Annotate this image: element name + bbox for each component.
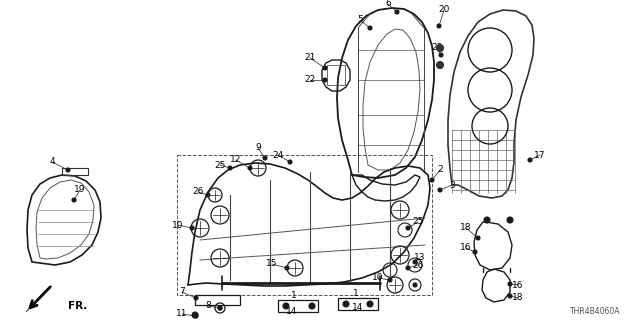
Circle shape: [406, 266, 410, 270]
Circle shape: [368, 26, 372, 30]
Circle shape: [194, 314, 198, 318]
Text: 14: 14: [352, 303, 364, 313]
Text: 26: 26: [192, 188, 204, 196]
Circle shape: [72, 198, 76, 202]
Circle shape: [436, 61, 444, 68]
Text: 17: 17: [534, 150, 546, 159]
Text: 1: 1: [353, 289, 359, 298]
Circle shape: [283, 303, 289, 309]
Text: THR4B4060A: THR4B4060A: [570, 308, 620, 316]
Text: 26: 26: [412, 260, 424, 269]
Circle shape: [438, 188, 442, 192]
Circle shape: [476, 236, 480, 240]
Circle shape: [285, 266, 289, 270]
Text: 24: 24: [273, 150, 284, 159]
Circle shape: [388, 278, 392, 282]
Text: 16: 16: [512, 281, 524, 290]
Circle shape: [508, 282, 512, 286]
Text: 8: 8: [205, 301, 211, 310]
Circle shape: [218, 306, 222, 310]
Circle shape: [190, 226, 194, 230]
Circle shape: [192, 312, 198, 318]
Text: 11: 11: [176, 309, 188, 318]
Circle shape: [436, 44, 444, 52]
Text: 18: 18: [460, 223, 472, 233]
Circle shape: [437, 24, 441, 28]
Text: 21: 21: [304, 53, 316, 62]
Text: 2: 2: [437, 165, 443, 174]
Text: 16: 16: [460, 244, 472, 252]
Circle shape: [194, 296, 198, 300]
Text: 13: 13: [414, 253, 426, 262]
Text: 14: 14: [286, 308, 298, 316]
Text: 10: 10: [372, 274, 384, 283]
Text: 18: 18: [512, 293, 524, 302]
Polygon shape: [26, 286, 52, 312]
Text: 1: 1: [291, 291, 297, 300]
Circle shape: [473, 250, 477, 254]
Text: 9: 9: [255, 143, 261, 153]
Circle shape: [206, 193, 210, 197]
Circle shape: [263, 156, 267, 160]
Circle shape: [507, 217, 513, 223]
Circle shape: [218, 306, 222, 310]
Text: 12: 12: [230, 156, 242, 164]
Circle shape: [413, 260, 417, 264]
Circle shape: [406, 226, 410, 230]
Text: 7: 7: [179, 287, 185, 297]
Circle shape: [248, 166, 252, 170]
Circle shape: [323, 66, 327, 70]
Circle shape: [343, 301, 349, 307]
Circle shape: [367, 301, 373, 307]
Text: 20: 20: [438, 5, 450, 14]
Text: 5: 5: [357, 15, 363, 25]
Circle shape: [66, 168, 70, 172]
Circle shape: [323, 78, 327, 82]
Text: 3: 3: [449, 180, 455, 189]
Text: 15: 15: [266, 260, 278, 268]
Circle shape: [228, 166, 232, 170]
Text: 10: 10: [172, 220, 184, 229]
Circle shape: [439, 53, 443, 57]
Circle shape: [430, 178, 434, 182]
Circle shape: [528, 158, 532, 162]
Circle shape: [484, 217, 490, 223]
Text: 23: 23: [431, 44, 443, 52]
Circle shape: [309, 303, 315, 309]
Text: 25: 25: [412, 218, 424, 227]
Circle shape: [288, 160, 292, 164]
Text: 6: 6: [385, 0, 391, 9]
Text: 25: 25: [214, 161, 226, 170]
Text: FR.: FR.: [68, 301, 88, 311]
Text: 4: 4: [49, 157, 55, 166]
Circle shape: [413, 283, 417, 287]
Circle shape: [508, 294, 512, 298]
Text: 19: 19: [74, 186, 86, 195]
Circle shape: [395, 10, 399, 14]
Text: 22: 22: [305, 76, 316, 84]
